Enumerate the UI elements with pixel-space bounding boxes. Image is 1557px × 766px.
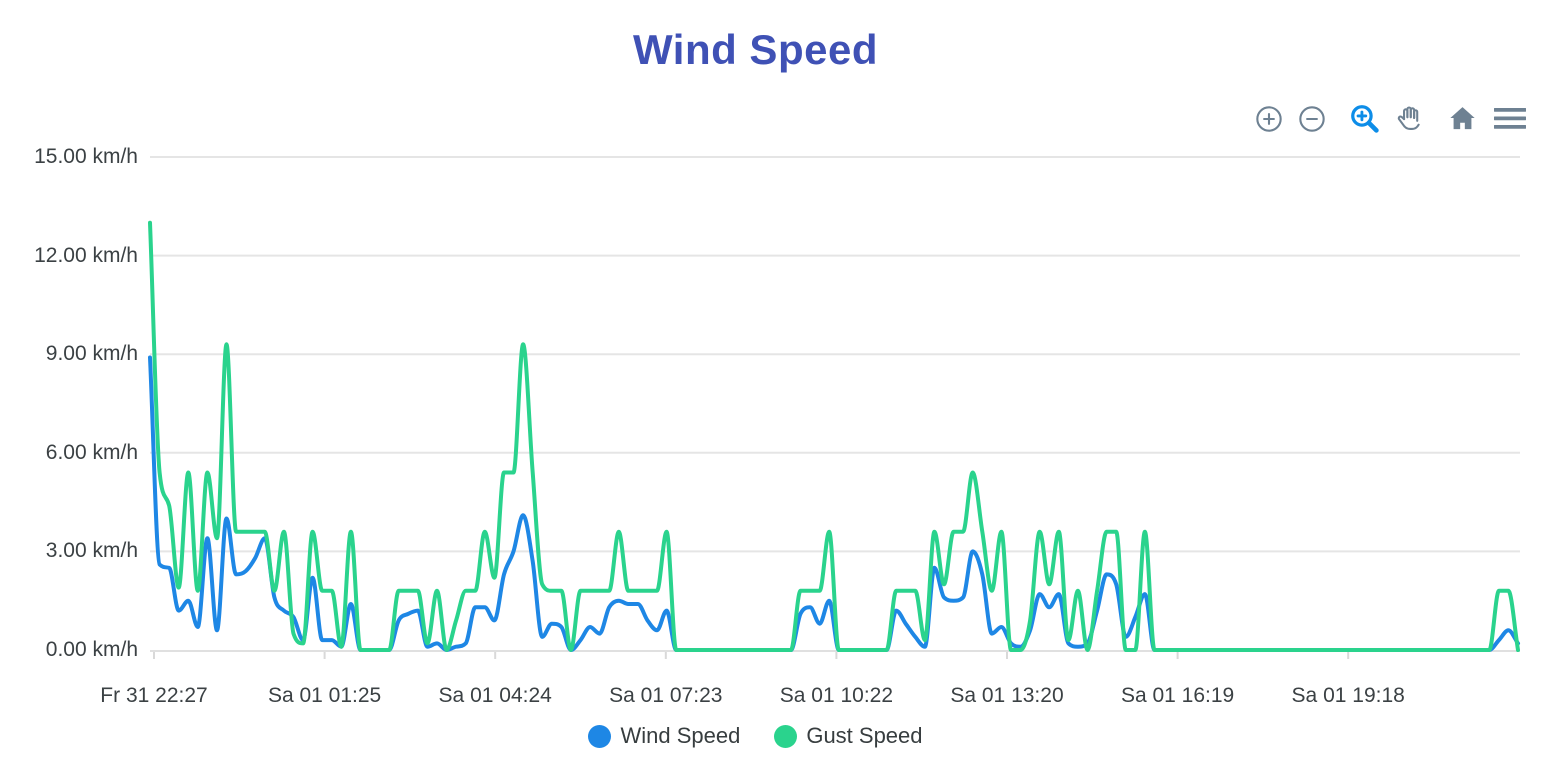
gust-speed-legend-marker [774, 724, 798, 748]
x-axis-label: Fr 31 22:27 [100, 684, 208, 707]
reset-zoom-button[interactable] [1445, 101, 1480, 136]
y-axis-label: 6.00 km/h [45, 440, 138, 464]
chart-legend: Wind Speed Gust Speed [0, 723, 1511, 749]
y-axis-label: 3.00 km/h [45, 539, 138, 563]
home-icon [1450, 107, 1475, 130]
y-axis-label: 0.00 km/h [45, 638, 138, 661]
zoom-out-button[interactable] [1296, 103, 1328, 135]
menu-button[interactable] [1491, 103, 1529, 134]
series-line-gust-speed [148, 220, 1520, 652]
y-axis-label: 9.00 km/h [45, 342, 138, 366]
x-axis-label: Sa 01 01:25 [267, 684, 382, 707]
magnifier-plus-icon [1351, 105, 1379, 133]
hand-icon [1397, 106, 1420, 130]
x-axis-label: Sa 01 19:18 [1291, 684, 1405, 707]
legend-label: Wind Speed [620, 723, 741, 748]
legend-item-wind-speed[interactable]: Wind Speed [588, 723, 740, 749]
chart-title: Wind Speed [633, 26, 878, 73]
circle-plus-icon [1256, 105, 1282, 132]
x-axis-label: Sa 01 13:20 [950, 684, 1064, 707]
circle-minus-icon [1299, 105, 1325, 132]
pan-button[interactable] [1393, 101, 1428, 136]
x-axis-label: Sa 01 07:23 [609, 684, 723, 707]
x-axis-label: Sa 01 04:24 [438, 684, 552, 707]
wind-speed-legend-marker [588, 724, 612, 748]
y-axis-label: 12.00 km/h [34, 243, 138, 267]
x-axis-label: Sa 01 16:19 [1120, 684, 1235, 707]
selection-zoom-button[interactable] [1347, 101, 1382, 136]
y-axis-label: 15.00 km/h [34, 145, 138, 168]
legend-label: Gust Speed [806, 723, 923, 748]
chart-toolbar [1253, 101, 1529, 136]
x-axis-label: Sa 01 10:22 [779, 684, 894, 707]
zoom-in-button[interactable] [1253, 103, 1285, 135]
legend-item-gust-speed[interactable]: Gust Speed [774, 723, 923, 749]
hamburger-icon [1494, 108, 1526, 129]
